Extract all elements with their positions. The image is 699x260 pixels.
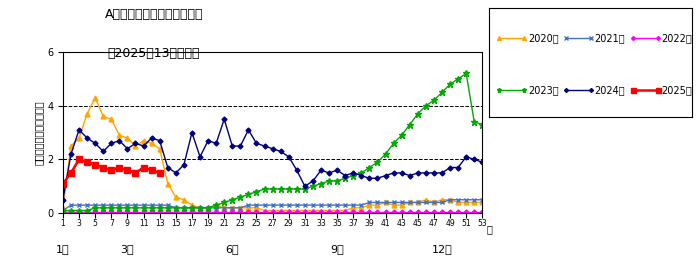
Text: 2024年: 2024年 <box>595 85 626 95</box>
Y-axis label: 定点当たり患者数（人）: 定点当たり患者数（人） <box>34 100 44 165</box>
Text: 2020年: 2020年 <box>528 33 559 43</box>
Text: 12月: 12月 <box>431 244 452 254</box>
Text: 2023年: 2023年 <box>528 85 559 95</box>
Text: A群溶血性レンサ球菌咽頭炎: A群溶血性レンサ球菌咽頭炎 <box>105 8 203 21</box>
Text: 1月: 1月 <box>56 244 70 254</box>
Text: 週: 週 <box>487 224 492 234</box>
Text: （2025年13週まで）: （2025年13週まで） <box>108 47 200 60</box>
Text: 2022年: 2022年 <box>661 33 692 43</box>
Text: 2021年: 2021年 <box>595 33 626 43</box>
Text: 2025年: 2025年 <box>661 85 692 95</box>
Text: 6月: 6月 <box>226 244 239 254</box>
Text: 3月: 3月 <box>121 244 134 254</box>
Text: 9月: 9月 <box>330 244 344 254</box>
